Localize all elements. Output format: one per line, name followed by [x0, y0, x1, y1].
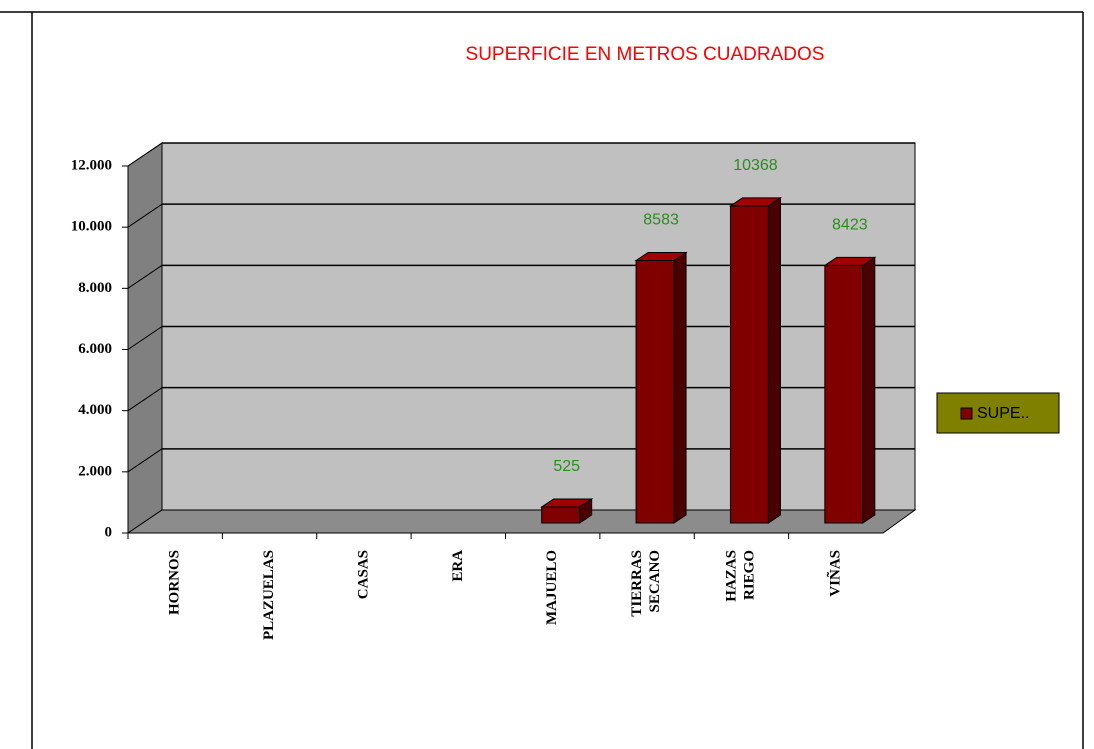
legend: [936, 392, 1060, 434]
grid-line-side: [127, 203, 163, 228]
x-tick-label: HAZAS RIEGO: [724, 550, 758, 602]
y-tick-label: 12.000: [71, 157, 112, 173]
value-label: 10368: [733, 157, 778, 174]
x-tick-label: VIÑAS: [825, 550, 843, 597]
grid-line-side: [127, 387, 163, 412]
y-tick-label: 8.000: [78, 280, 112, 296]
bar: [541, 506, 581, 524]
bar-side: [767, 196, 781, 524]
floor: [126, 509, 917, 534]
bar-side: [579, 498, 593, 524]
x-tick-label: MAJUELO: [544, 550, 560, 625]
x-tick-label: HORNOS: [167, 550, 183, 615]
grid-line-side: [127, 448, 163, 473]
bar-side: [673, 251, 687, 524]
value-label: 525: [553, 458, 580, 475]
value-label: 8583: [643, 212, 679, 229]
y-tick-label: 6.000: [78, 341, 112, 357]
chart-title: SUPERFICIE EN METROS CUADRADOS: [466, 44, 825, 65]
bar: [824, 264, 864, 524]
x-tick-label: ERA: [450, 550, 466, 582]
y-tick-label: 10.000: [71, 219, 112, 235]
x-tick-label: PLAZUELAS: [261, 550, 277, 640]
y-tick-label: 2.000: [78, 463, 112, 479]
bar: [729, 205, 769, 524]
legend-swatch: [960, 407, 973, 420]
grid-line-side: [127, 142, 163, 167]
bar: [635, 260, 675, 524]
x-tick-label: CASAS: [355, 550, 371, 599]
y-tick-label: 0: [105, 524, 113, 540]
y-tick-label: 4.000: [78, 402, 112, 418]
x-tick-label: TIERRAS SECANO: [630, 550, 664, 617]
grid-line-side: [127, 264, 163, 289]
bar-side: [862, 256, 876, 524]
legend-label: SUPE..: [977, 405, 1029, 422]
value-label: 8423: [832, 217, 868, 234]
grid-line-side: [127, 326, 163, 350]
